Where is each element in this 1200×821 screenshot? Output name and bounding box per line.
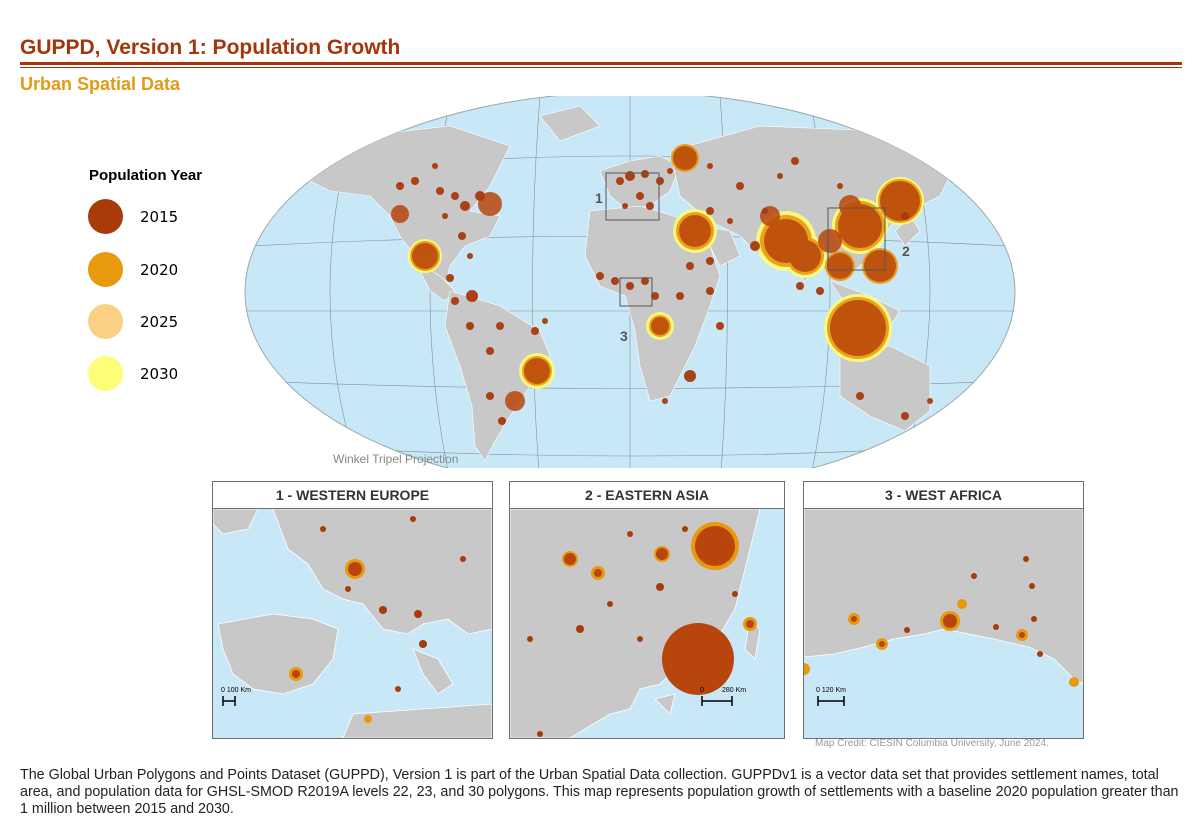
callout-label-2: 2 [902, 243, 910, 259]
legend-item-2030: 2030 [88, 356, 228, 396]
new-zealand [954, 410, 976, 447]
legend-swatch [88, 199, 123, 234]
greenland [539, 105, 601, 142]
city-dots [527, 522, 757, 737]
legend-item-2025: 2025 [88, 304, 228, 344]
legend-label: 2015 [140, 208, 179, 226]
callout-label-3: 3 [620, 328, 628, 344]
land [213, 509, 492, 738]
south-america [444, 290, 551, 462]
europe [599, 155, 681, 209]
callout-label-1: 1 [595, 190, 603, 206]
map-credit: Map Credit: CIESIN Columbia University, … [815, 738, 1049, 749]
inset-map: 0 100 Km [213, 509, 492, 738]
inset-western-europe[interactable]: 1 - WESTERN EUROPE 0 100 Km [212, 481, 493, 739]
inset-map: 0 120 Km [804, 509, 1083, 706]
australia [839, 345, 931, 432]
land [804, 509, 1083, 685]
map-subtitle: Urban Spatial Data [20, 74, 181, 94]
inset-west-africa[interactable]: 3 - WEST AFRICA 0 120 Km [803, 481, 1084, 739]
city-dots [804, 556, 1079, 687]
inset-eastern-asia[interactable]: 2 - EASTERN ASIA 0 280 Km [509, 481, 785, 739]
land [299, 105, 976, 462]
inset-map: 0 280 Km [510, 509, 761, 738]
inset-title: 3 - WEST AFRICA [804, 482, 1083, 509]
title-rule [20, 62, 1182, 65]
inset-title: 1 - WESTERN EUROPE [213, 482, 492, 509]
legend-label: 2030 [140, 365, 179, 383]
inset-callout-boxes [605, 172, 886, 307]
city-dots [391, 144, 933, 425]
scale-bar-label: 0 120 Km [816, 687, 846, 694]
projection-label: Winkel Tripel Projection [333, 452, 458, 466]
legend-swatch [88, 356, 123, 391]
city-dots [289, 516, 466, 723]
legend-title: Population Year [89, 167, 203, 184]
title-rule-thin [20, 67, 1182, 68]
map-title: GUPPD, Version 1: Population Growth [20, 36, 401, 59]
inset-title: 2 - EASTERN ASIA [510, 482, 784, 509]
legend-item-2020: 2020 [88, 252, 228, 292]
scale-bar-label: 0 100 Km [221, 687, 251, 694]
legend-item-2015: 2015 [88, 199, 228, 239]
legend-swatch [88, 304, 123, 339]
world-map[interactable]: 1 2 3 Winkel Tripel Projection [240, 96, 1020, 468]
north-america [299, 125, 511, 287]
legend-label: 2025 [140, 313, 179, 331]
legend-swatch [88, 252, 123, 287]
scale-bar-start: 0 [700, 687, 704, 694]
legend-label: 2020 [140, 261, 179, 279]
description: The Global Urban Polygons and Points Dat… [20, 767, 1179, 817]
scale-bar-end: 280 Km [722, 687, 746, 694]
